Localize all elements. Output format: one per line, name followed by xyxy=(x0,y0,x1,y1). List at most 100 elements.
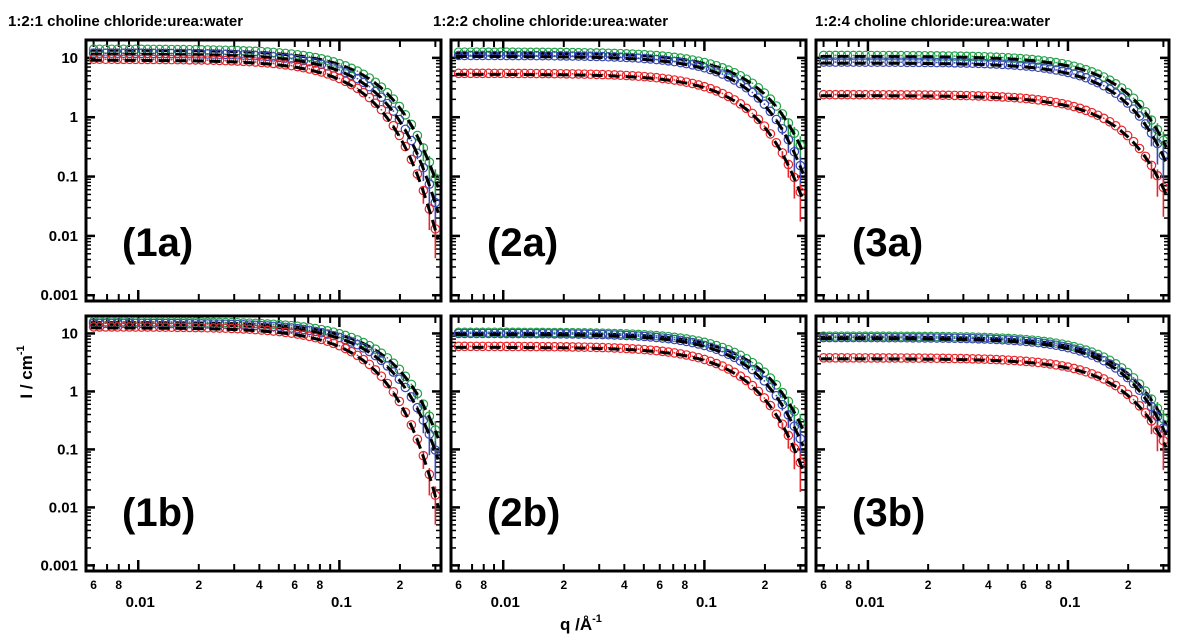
data-point-center xyxy=(1019,359,1022,362)
fit-line xyxy=(90,58,440,241)
data-point xyxy=(376,355,387,366)
data-point xyxy=(364,359,375,370)
data-point xyxy=(388,367,399,377)
data-point-center xyxy=(834,356,837,359)
data-point-center xyxy=(1073,348,1075,351)
data-point-center xyxy=(1037,66,1040,69)
data-point-center xyxy=(122,52,125,55)
data-point-center xyxy=(487,345,490,348)
data-point-center xyxy=(852,356,855,359)
data-point-center xyxy=(673,336,676,339)
data-point xyxy=(1039,338,1049,349)
x-major-label: 0.1 xyxy=(331,594,352,611)
y-tick-label: 10 xyxy=(61,50,78,67)
svg-text:I / cm-1: I / cm-1 xyxy=(15,345,36,398)
fit-line xyxy=(455,345,805,472)
data-point-center xyxy=(763,397,766,399)
data-point-center xyxy=(188,58,191,61)
data-point-center xyxy=(971,357,974,360)
data-point-center xyxy=(900,54,902,57)
data-point-center xyxy=(571,73,574,75)
data-point-center xyxy=(1102,359,1105,362)
data-point xyxy=(771,380,782,390)
data-point xyxy=(292,323,303,334)
data-point-center xyxy=(721,66,724,69)
data-point-center xyxy=(553,332,556,335)
data-point xyxy=(747,364,758,375)
data-point-center xyxy=(935,94,938,97)
x-minor-label: 6 xyxy=(291,578,298,592)
data-point xyxy=(1057,58,1067,69)
data-point xyxy=(771,137,782,148)
data-point-center xyxy=(188,321,191,323)
data-point xyxy=(759,121,770,131)
data-point-center xyxy=(517,54,520,57)
data-point xyxy=(292,61,303,72)
data-point-center xyxy=(308,335,311,338)
data-point xyxy=(1122,372,1133,383)
data-point-center xyxy=(1037,59,1040,62)
data-point xyxy=(1087,107,1097,118)
data-point-center xyxy=(469,54,472,57)
data-point-center xyxy=(655,349,658,352)
x-major-label: 0.01 xyxy=(855,594,884,611)
series-red xyxy=(818,353,1169,471)
data-point-center xyxy=(673,60,676,63)
data-point-center xyxy=(953,94,956,97)
data-point-center xyxy=(1055,344,1057,347)
data-point-center xyxy=(380,375,383,378)
data-point xyxy=(388,120,399,131)
data-point-center xyxy=(882,93,885,96)
panel-label: (1a) xyxy=(122,221,193,265)
fit-line xyxy=(90,326,440,508)
data-point-center xyxy=(386,356,389,359)
x-minor-label: 8 xyxy=(480,578,487,592)
data-point-center xyxy=(1019,64,1022,67)
data-point xyxy=(382,378,393,389)
data-point-center xyxy=(1001,63,1004,66)
data-point xyxy=(388,106,399,116)
data-point-center xyxy=(1073,105,1075,108)
panel-2b: 6 8 2 4 6 8 2 0.01 0.1 (2b) xyxy=(449,314,808,611)
data-point-center xyxy=(882,336,885,339)
data-point-center xyxy=(272,55,275,58)
data-point-center xyxy=(104,320,107,323)
data-point-center xyxy=(1001,96,1004,98)
data-point xyxy=(1057,361,1067,371)
data-point-center xyxy=(691,355,694,358)
panel-frame xyxy=(84,314,443,573)
data-point-center xyxy=(935,61,938,64)
data-point xyxy=(657,55,668,65)
x-minor-label: 2 xyxy=(397,578,404,592)
data-point xyxy=(771,409,782,420)
data-point-center xyxy=(224,53,227,56)
data-point-center xyxy=(619,334,622,337)
data-point xyxy=(358,337,369,348)
y-tick-label: 10 xyxy=(61,325,78,342)
data-point xyxy=(370,98,381,109)
fit-line xyxy=(820,357,1168,448)
data-point xyxy=(675,57,686,68)
data-point-center xyxy=(971,337,974,340)
x-minor-label: 2 xyxy=(195,578,202,592)
data-point xyxy=(705,83,716,94)
data-point xyxy=(723,349,734,360)
data-point-center xyxy=(290,324,293,327)
data-point-center xyxy=(224,321,227,324)
data-point-center xyxy=(739,74,742,77)
data-point xyxy=(759,99,770,109)
data-point-center xyxy=(589,333,592,336)
column-title-1: 1:2:1 choline chloride:urea:water xyxy=(8,13,243,30)
x-major-label: 0.1 xyxy=(696,594,717,611)
data-point xyxy=(364,92,375,103)
data-point-center xyxy=(326,333,329,335)
data-point xyxy=(304,64,315,74)
data-point xyxy=(687,78,698,89)
data-point-center xyxy=(338,69,341,71)
data-point xyxy=(388,387,399,397)
series-red xyxy=(88,54,441,259)
data-point-center xyxy=(368,363,371,366)
data-point xyxy=(687,337,698,348)
data-point-center xyxy=(338,336,341,339)
data-point xyxy=(747,87,758,98)
